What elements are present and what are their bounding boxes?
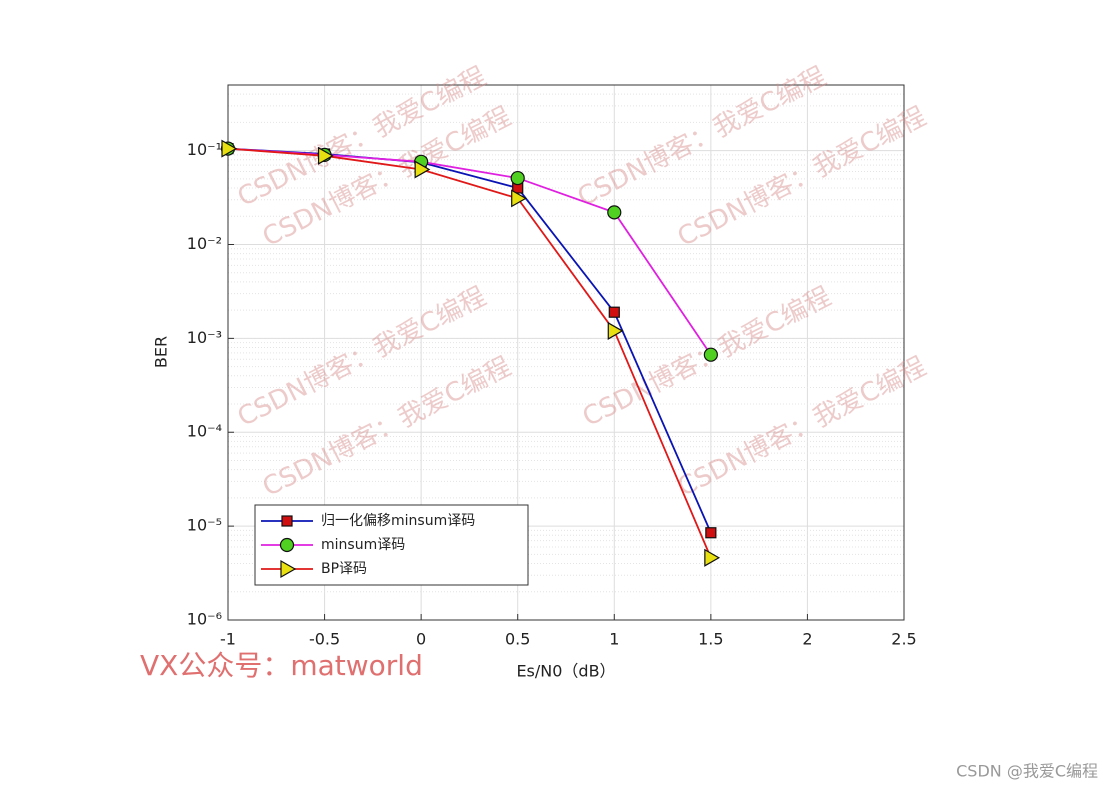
x-tick-label: -0.5 bbox=[309, 630, 340, 649]
marker bbox=[279, 537, 295, 553]
x-tick-label: 1.5 bbox=[698, 630, 723, 649]
y-tick-label: 10⁻⁵ bbox=[187, 516, 222, 535]
x-tick-label: 1 bbox=[609, 630, 619, 649]
marker bbox=[511, 189, 527, 208]
x-tick-label: 2 bbox=[802, 630, 812, 649]
marker bbox=[221, 139, 238, 158]
vx-note: VX公众号：matworld bbox=[140, 649, 423, 682]
x-axis-label: Es/N0（dB） bbox=[516, 662, 615, 681]
marker bbox=[414, 160, 431, 179]
y-tick-label: 10⁻² bbox=[187, 234, 222, 253]
y-tick-label: 10⁻⁴ bbox=[187, 422, 222, 441]
footer: CSDN @我爱C编程 bbox=[956, 762, 1098, 781]
y-tick-label: 10⁻¹ bbox=[187, 140, 222, 159]
marker bbox=[705, 527, 717, 539]
marker bbox=[510, 170, 525, 186]
legend-label: 归一化偏移minsum译码 bbox=[321, 512, 475, 529]
x-tick-label: 2.5 bbox=[891, 630, 916, 649]
marker bbox=[703, 347, 718, 362]
y-axis-label: BER bbox=[152, 336, 171, 368]
marker bbox=[607, 205, 622, 220]
legend-label: BP译码 bbox=[321, 561, 367, 577]
marker bbox=[281, 515, 293, 527]
plot-frame bbox=[227, 84, 905, 621]
series-line bbox=[227, 147, 712, 559]
marker bbox=[607, 321, 624, 340]
y-tick-label: 10⁻³ bbox=[187, 328, 222, 347]
x-tick-label: -1 bbox=[220, 630, 236, 649]
y-tick-label: 10⁻⁶ bbox=[187, 610, 222, 629]
legend-label: minsum译码 bbox=[321, 537, 405, 553]
legend: 归一化偏移minsum译码 minsum译码 BP译码 bbox=[254, 504, 529, 586]
marker bbox=[608, 306, 620, 318]
x-tick-label: 0 bbox=[416, 630, 426, 649]
marker bbox=[317, 146, 334, 165]
x-tick-label: 0.5 bbox=[505, 630, 530, 649]
marker bbox=[280, 559, 297, 579]
marker bbox=[704, 548, 721, 567]
